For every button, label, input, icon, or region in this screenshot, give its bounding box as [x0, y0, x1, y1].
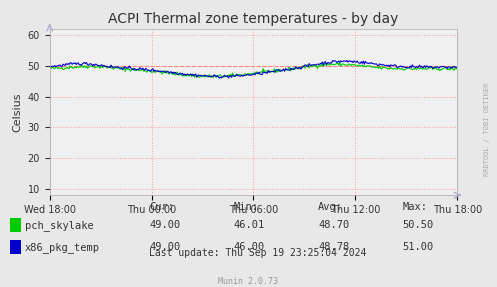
Y-axis label: Celsius: Celsius	[12, 92, 22, 132]
Text: 46.01: 46.01	[234, 220, 265, 230]
Text: Cur:: Cur:	[149, 201, 174, 212]
Text: 46.00: 46.00	[234, 242, 265, 252]
Text: 49.00: 49.00	[149, 220, 180, 230]
Text: x86_pkg_temp: x86_pkg_temp	[25, 242, 100, 253]
Text: RRDTOOL / TOBI OETIKER: RRDTOOL / TOBI OETIKER	[484, 82, 490, 176]
Text: 48.78: 48.78	[318, 242, 349, 252]
Text: Avg:: Avg:	[318, 201, 343, 212]
Text: Max:: Max:	[403, 201, 427, 212]
Text: 50.50: 50.50	[403, 220, 434, 230]
Text: 49.00: 49.00	[149, 242, 180, 252]
Text: pch_skylake: pch_skylake	[25, 220, 93, 231]
Text: Last update: Thu Sep 19 23:25:04 2024: Last update: Thu Sep 19 23:25:04 2024	[149, 248, 366, 258]
Text: 51.00: 51.00	[403, 242, 434, 252]
Text: 48.70: 48.70	[318, 220, 349, 230]
Title: ACPI Thermal zone temperatures - by day: ACPI Thermal zone temperatures - by day	[108, 12, 399, 26]
Text: Munin 2.0.73: Munin 2.0.73	[219, 277, 278, 286]
Text: Min:: Min:	[234, 201, 258, 212]
